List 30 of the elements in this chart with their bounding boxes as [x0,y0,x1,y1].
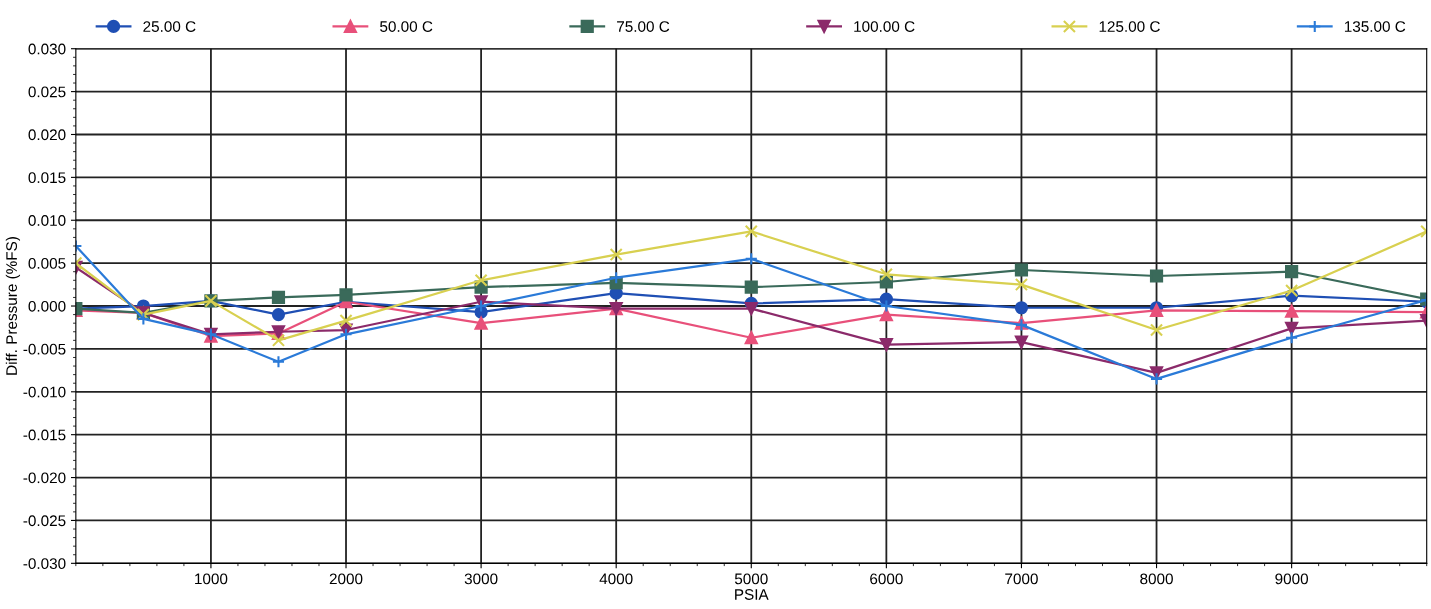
y-tick-label: 0.000 [28,300,66,312]
y-tick-label: -0.030 [23,558,66,570]
y-tick-label: 0.025 [28,86,66,98]
legend-label: 25.00 C [143,21,196,32]
x-axis-title: PSIA [735,589,769,600]
x-tick-label: 2000 [329,573,363,585]
y-tick-label: 0.020 [28,129,66,141]
x-tick-label: 8000 [1140,573,1173,585]
y-axis-title: Diff. Pressure (%FS) [5,237,21,375]
legend-label: 50.00 C [380,21,433,32]
y-tick-label: 0.010 [28,215,66,226]
legend-label: 135.00 C [1344,21,1406,32]
y-tick-label: -0.005 [23,343,66,355]
y-tick-label: -0.020 [23,472,66,484]
y-tick-label: 0.005 [28,258,66,269]
x-tick-label: 4000 [599,573,633,585]
x-tick-label: 7000 [1005,573,1038,585]
y-tick-label: -0.010 [23,386,66,398]
x-tick-label: 6000 [870,573,903,585]
y-tick-label: -0.015 [23,429,66,441]
x-tick-label: 5000 [734,573,768,585]
y-tick-label: 0.030 [28,43,66,55]
x-tick-label: 1000 [195,573,228,585]
y-tick-label: -0.025 [23,515,66,527]
legend-label: 100.00 C [854,21,915,32]
x-tick-label: 3000 [464,573,498,585]
y-tick-label: 0.015 [28,172,66,184]
legend-label: 125.00 C [1099,21,1160,32]
x-tick-label: 9000 [1275,573,1309,585]
legend-label: 75.00 C [617,21,670,32]
